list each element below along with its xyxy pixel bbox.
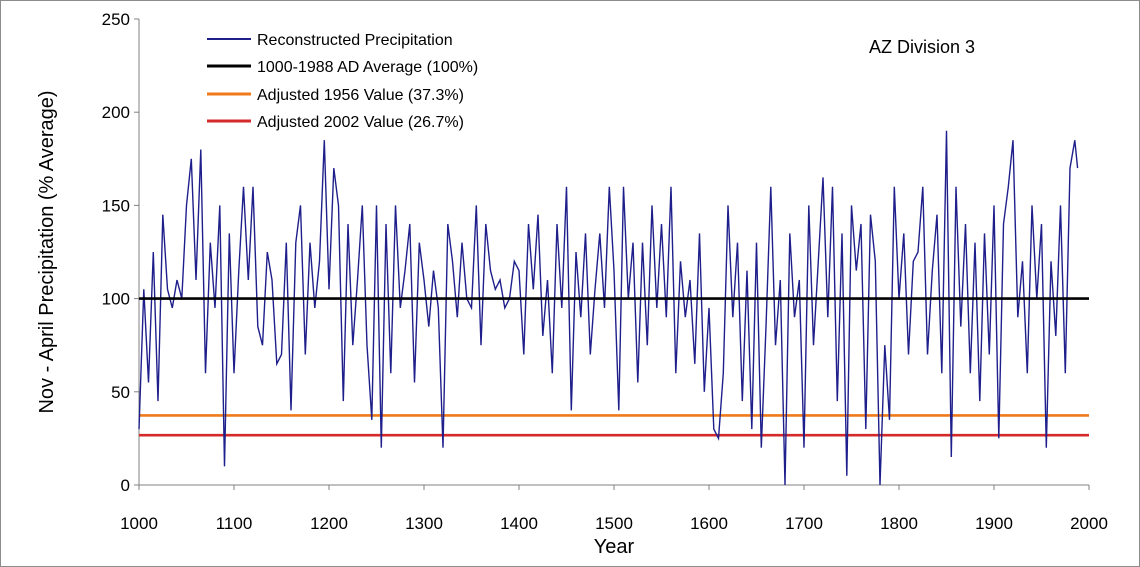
x-tick-label: 1000 [120, 514, 158, 533]
legend-item-reconstructed: Reconstructed Precipitation [207, 32, 453, 49]
legend-item-2002: Adjusted 2002 Value (26.7%) [207, 114, 464, 131]
x-tick-label: 1100 [216, 514, 253, 533]
y-ticks: 0 50 100 150 200 250 [102, 10, 139, 495]
y-tick-label: 100 [102, 290, 130, 309]
x-tick-label: 1700 [785, 514, 823, 533]
legend-label-1956: Adjusted 1956 Value (37.3%) [257, 87, 464, 104]
x-tick-label: 1900 [975, 514, 1013, 533]
x-tick-label: 1200 [310, 514, 348, 533]
legend-item-1956: Adjusted 1956 Value (37.3%) [207, 87, 464, 104]
legend: Reconstructed Precipitation 1000-1988 AD… [207, 32, 478, 131]
y-tick-label: 0 [121, 476, 130, 495]
x-tick-label: 2000 [1070, 514, 1108, 533]
division-annotation: AZ Division 3 [869, 37, 975, 57]
legend-label-average: 1000-1988 AD Average (100%) [257, 59, 478, 76]
y-tick-label: 50 [111, 383, 130, 402]
x-tick-label: 1800 [880, 514, 918, 533]
y-axis-title: Nov - April Precipitation (% Average) [36, 90, 58, 413]
y-tick-label: 150 [102, 196, 130, 215]
x-tick-label: 1500 [595, 514, 633, 533]
legend-label-reconstructed: Reconstructed Precipitation [257, 32, 453, 49]
series-reconstructed-precipitation-line [138, 130, 1079, 486]
x-tick-label: 1300 [405, 514, 443, 533]
plot-area: 0 50 100 150 200 250 1000 1100 1200 1300 1400 1500… [102, 10, 1108, 533]
x-axis-title: Year [594, 536, 635, 558]
x-tick-label: 1400 [500, 514, 538, 533]
legend-label-2002: Adjusted 2002 Value (26.7%) [257, 114, 464, 131]
y-tick-label: 200 [102, 103, 130, 122]
y-tick-label: 250 [102, 10, 130, 29]
reference-lines [139, 414, 1089, 437]
x-ticks: 1000 1100 1200 1300 1400 1500 1600 1700 1800 1900… [120, 485, 1108, 533]
legend-item-average: 1000-1988 AD Average (100%) [207, 59, 478, 76]
x-tick-label: 1600 [690, 514, 728, 533]
